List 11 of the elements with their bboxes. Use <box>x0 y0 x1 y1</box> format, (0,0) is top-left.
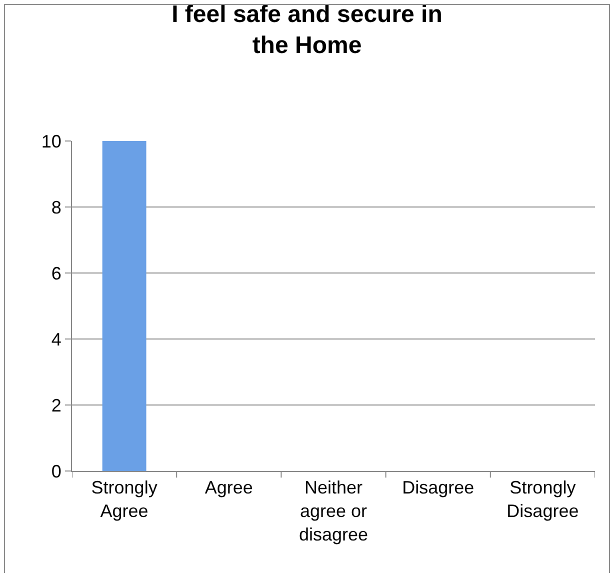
y-tick-label: 8 <box>51 197 62 218</box>
x-tick-label: Agree <box>204 478 253 498</box>
y-tick-label: 10 <box>41 131 62 152</box>
x-tick-label: Strongly Agree <box>91 478 158 521</box>
x-tick-label: Strongly Disagree <box>506 478 579 521</box>
x-tick-label: Neither agree or disagree <box>298 478 368 544</box>
y-tick-label: 4 <box>51 329 62 350</box>
x-tick-label: Disagree <box>402 478 474 498</box>
y-tick-label: 0 <box>51 461 62 482</box>
y-tick-label: 2 <box>51 395 62 416</box>
y-tick-label: 6 <box>51 263 62 284</box>
